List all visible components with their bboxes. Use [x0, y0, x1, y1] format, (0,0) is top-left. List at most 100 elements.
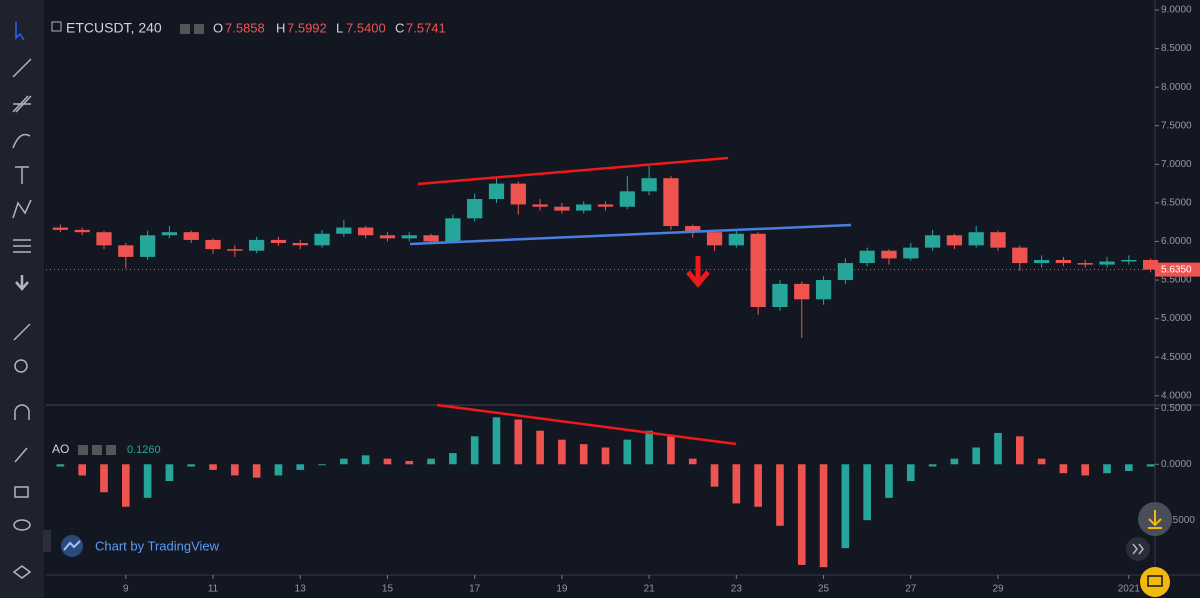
candle-body [1055, 259, 1072, 264]
ao-bar [732, 464, 741, 504]
indicator-icon[interactable] [92, 445, 102, 455]
ao-bar [623, 439, 632, 465]
scroll-button[interactable] [1126, 537, 1150, 561]
candle-body [270, 239, 287, 243]
candle-body [379, 235, 396, 239]
ao-bar [1103, 464, 1111, 474]
candle-body [663, 178, 679, 227]
arrow-drawing[interactable] [686, 256, 710, 288]
toolbar [0, 0, 44, 598]
ao-bar [187, 464, 196, 467]
indicator-icon[interactable] [106, 445, 116, 455]
ao-bar [449, 453, 457, 465]
ao-bar [514, 419, 523, 465]
x-tick-label: 13 [295, 584, 307, 595]
ao-bar [340, 458, 348, 465]
candle-body [488, 183, 505, 200]
zoom-tool[interactable] [14, 359, 28, 373]
candle-body [750, 233, 766, 308]
trend-line[interactable] [417, 156, 729, 186]
ao-bar [143, 464, 152, 498]
ao-bar [558, 439, 566, 465]
ao-bar [667, 436, 675, 465]
trend-line[interactable] [436, 403, 737, 446]
candle-body [161, 232, 178, 236]
ao-bar [165, 464, 174, 482]
chat-button[interactable] [1140, 567, 1170, 597]
y-tick-label: 6.5000 [1161, 198, 1192, 209]
x-tick-label: 15 [382, 584, 394, 595]
settings-icon[interactable] [180, 24, 190, 34]
line-tool[interactable] [12, 58, 32, 78]
ao-bar [405, 460, 414, 465]
ao-bar [645, 430, 653, 465]
text-tool[interactable] [15, 166, 29, 184]
ao-bar [972, 447, 981, 465]
y-tick-label: 0.0000 [1161, 459, 1192, 470]
candle-body [576, 204, 592, 211]
cursor-tool[interactable] [15, 22, 25, 41]
ao-bar [1125, 464, 1133, 471]
last-price-tag [1155, 262, 1200, 277]
toolbar-icons [12, 22, 32, 579]
trend-line[interactable] [409, 223, 852, 246]
ohlc-value: 7.5992 [287, 20, 327, 35]
y-tick-label: 6.0000 [1161, 236, 1192, 247]
watermark[interactable]: Chart by TradingView [95, 538, 220, 553]
candle-body [96, 232, 112, 246]
candle-body [139, 235, 156, 257]
candle-body [706, 232, 723, 246]
candle-body [532, 204, 548, 207]
ao-bar [296, 464, 305, 470]
y-tick-label: 9.0000 [1161, 5, 1192, 16]
ao-bar [252, 464, 261, 478]
ao-bar [470, 436, 479, 465]
ao-bar [231, 464, 239, 476]
candle-body [52, 227, 69, 230]
collapse-handle[interactable] [43, 530, 51, 552]
ao-bar [579, 444, 588, 465]
candle-body [314, 233, 330, 246]
ao-bar [56, 464, 65, 467]
ao-bar [1081, 464, 1090, 476]
ao-bar [906, 464, 915, 482]
candle-body [924, 235, 941, 248]
candle-body [74, 229, 90, 233]
y-tick-label: 0.5000 [1161, 403, 1192, 414]
brush-tool[interactable] [12, 133, 31, 149]
ao-bar [885, 464, 893, 498]
lock-draw-tool[interactable] [14, 447, 28, 463]
candle-body [554, 206, 570, 211]
eye-tool[interactable] [13, 519, 31, 531]
ohlc-label: C [395, 20, 404, 35]
candle-body [772, 283, 788, 308]
last-price-label: 5.6350 [1161, 264, 1192, 275]
ao-bar [994, 432, 1002, 465]
indicator-icon[interactable] [78, 445, 88, 455]
ruler-tool[interactable] [13, 323, 31, 341]
arrow-tool[interactable] [15, 275, 29, 291]
candle-body [946, 235, 963, 246]
candle-body [1033, 259, 1050, 264]
candle-body [685, 226, 701, 233]
ohlc-label: O [213, 20, 223, 35]
lock-tool[interactable] [14, 486, 29, 498]
magnet-tool[interactable] [14, 404, 30, 420]
x-tick-label: 29 [992, 584, 1004, 595]
ao-bar [274, 464, 283, 476]
ao-bar [797, 464, 806, 565]
settings-icon[interactable] [194, 24, 204, 34]
candle-body [1012, 247, 1028, 264]
pattern-tool[interactable] [12, 199, 32, 219]
layers-tool[interactable] [12, 565, 32, 579]
forecast-tool[interactable] [13, 239, 31, 253]
fib-tool[interactable] [12, 95, 32, 113]
y-tick-label: 5.0000 [1161, 313, 1192, 324]
collapse-icon[interactable] [51, 21, 62, 32]
ohlc-value: 7.5400 [346, 20, 386, 35]
ao-bar [100, 464, 108, 493]
candle-body [903, 247, 919, 259]
candle-body [227, 249, 243, 251]
scroll-icon [1132, 543, 1144, 555]
ao-bar [383, 458, 392, 465]
